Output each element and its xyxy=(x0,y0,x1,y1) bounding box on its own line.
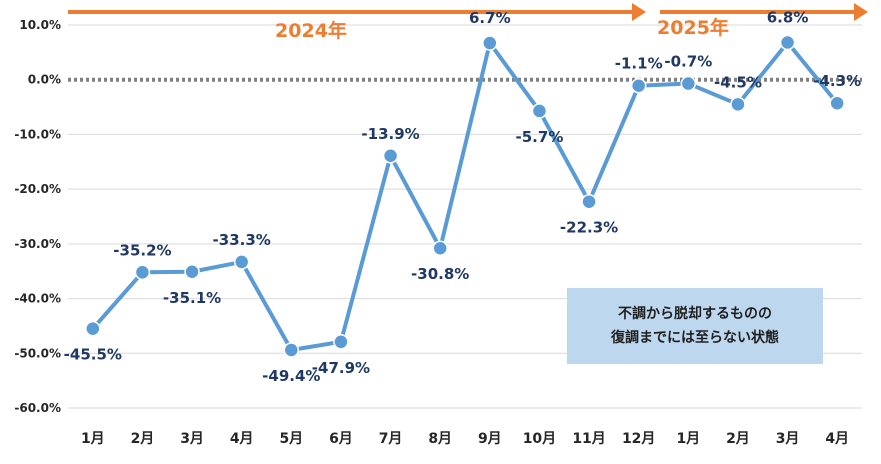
y-tick-label: -50.0% xyxy=(14,346,61,360)
data-label: 6.8% xyxy=(767,9,809,27)
x-tick-label: 2月 xyxy=(131,431,155,447)
x-tick-label: 12月 xyxy=(622,431,655,447)
y-tick-label: -20.0% xyxy=(14,182,61,196)
data-point xyxy=(779,34,796,51)
annotation-line-2: 復調までには至らない状態 xyxy=(611,330,779,346)
data-label: -1.1% xyxy=(615,55,663,73)
x-tick-label: 4月 xyxy=(825,431,849,447)
x-tick-label: 6月 xyxy=(329,431,353,447)
x-tick-label: 5月 xyxy=(279,431,303,447)
data-label: -45.5% xyxy=(64,346,122,364)
data-point xyxy=(134,264,151,281)
data-label: -30.8% xyxy=(411,265,469,283)
data-label: -35.1% xyxy=(163,289,221,307)
data-label: -0.7% xyxy=(664,53,712,71)
x-tick-label: 3月 xyxy=(180,431,204,447)
data-label: -33.3% xyxy=(213,231,271,249)
data-labels: -45.5% -35.2% -35.1% -33.3% -49.4%-47.9% -13.… xyxy=(64,9,861,385)
data-point xyxy=(85,320,101,337)
data-label: -49.4% xyxy=(262,367,320,385)
x-tick-label: 10月 xyxy=(523,431,556,447)
x-tick-label: 1月 xyxy=(676,431,700,447)
x-tick-label: 7月 xyxy=(379,431,403,447)
x-tick-label: 8月 xyxy=(428,431,452,447)
data-point xyxy=(184,264,200,280)
x-tick-label: 11月 xyxy=(572,431,605,447)
y-tick-label: -10.0% xyxy=(14,127,61,141)
annotation-line-1: 不調から脱却するものの xyxy=(618,306,772,322)
year-arrow-head xyxy=(854,3,868,21)
year-label-2025: 2025年 xyxy=(657,16,729,39)
y-tick-label: 0.0% xyxy=(28,73,61,87)
x-tick-label: 4月 xyxy=(230,431,254,447)
x-tick-label: 2月 xyxy=(726,431,750,447)
y-tick-label: -60.0% xyxy=(14,401,61,415)
y-tick-label: -30.0% xyxy=(14,237,61,251)
data-label: -4.3% xyxy=(813,72,861,90)
data-point xyxy=(531,103,548,119)
y-tick-label: -40.0% xyxy=(14,292,61,306)
data-label: -47.9% xyxy=(312,359,370,377)
gridlines xyxy=(68,24,862,409)
annotation-box: 不調から脱却するものの 復調までには至らない状態 xyxy=(567,288,823,364)
data-points xyxy=(85,34,845,358)
data-point xyxy=(432,240,448,256)
data-label: -5.7% xyxy=(516,128,564,146)
data-point xyxy=(730,96,746,113)
data-point xyxy=(283,342,300,358)
data-point xyxy=(829,95,845,111)
data-label: 6.7% xyxy=(469,9,511,27)
data-label: -4.5% xyxy=(714,73,762,91)
year-arrow-head xyxy=(632,3,646,21)
year-arrows xyxy=(68,3,868,21)
y-tick-label: 10.0% xyxy=(19,18,61,32)
series-line xyxy=(91,40,839,353)
y-axis-tick-labels: 10.0% 0.0% -10.0% -20.0% -30.0% -40.0% -50.0% -… xyxy=(14,18,61,415)
data-point xyxy=(630,77,647,94)
data-point xyxy=(233,254,250,270)
data-label: -35.2% xyxy=(113,241,171,259)
x-tick-label: 9月 xyxy=(478,431,502,447)
x-tick-label: 1月 xyxy=(81,431,105,447)
data-point xyxy=(482,35,498,51)
data-point xyxy=(680,75,697,92)
data-label: -13.9% xyxy=(361,125,419,143)
x-axis-tick-labels: 1月 2月 3月 4月 5月 6月 7月 8月 9月 10月 11月 12月 1月 2月 3月 4月 xyxy=(81,431,849,447)
x-tick-label: 3月 xyxy=(776,431,800,447)
year-label-2024: 2024年 xyxy=(275,19,347,42)
data-label: -22.3% xyxy=(560,219,618,237)
data-point xyxy=(581,193,597,210)
data-point xyxy=(333,334,349,350)
data-point xyxy=(382,148,399,164)
